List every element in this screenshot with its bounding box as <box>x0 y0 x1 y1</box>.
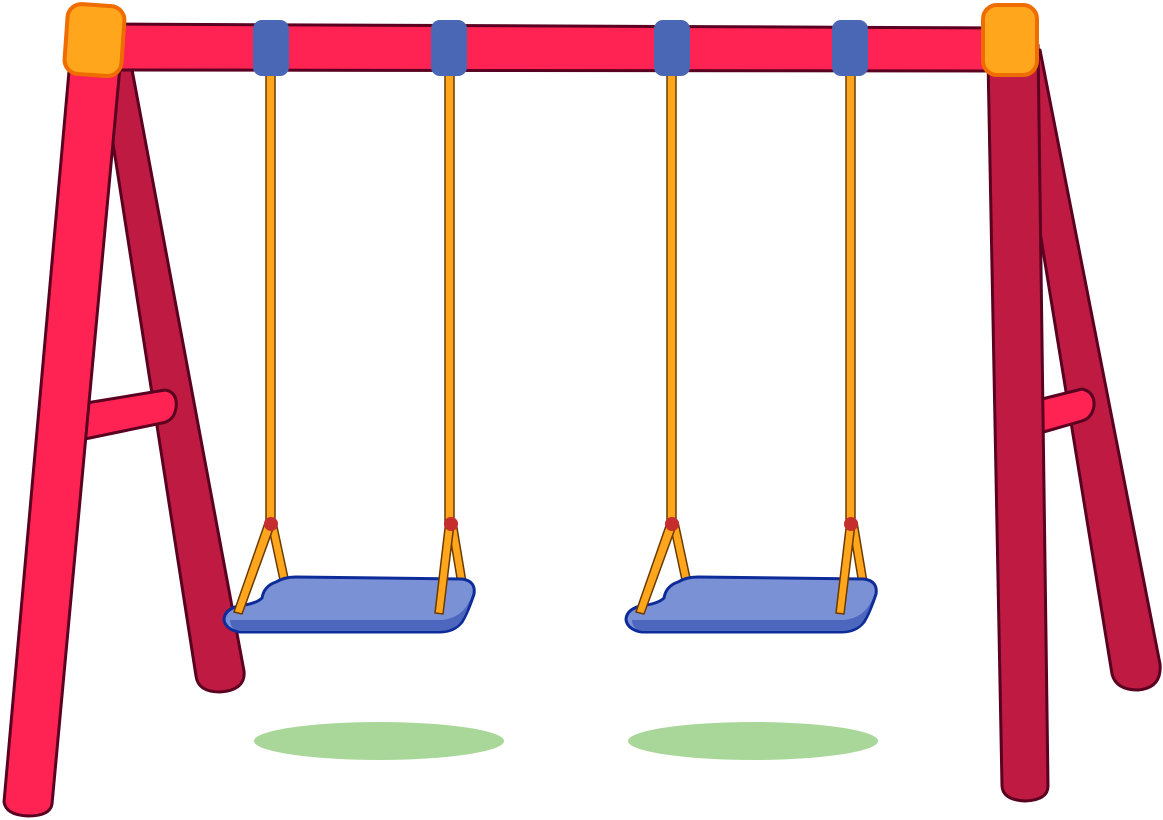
hanger-clamp-1 <box>253 20 289 76</box>
right-swing <box>624 517 878 634</box>
left-swing-knot-1 <box>264 517 278 531</box>
ground-shadow-left <box>254 722 504 760</box>
hanger-clamp-3 <box>654 20 690 76</box>
left-swing-knot-2 <box>444 517 458 531</box>
right-cross-brace <box>1036 387 1096 435</box>
hanger-clamp-4 <box>832 20 868 76</box>
hanger-clamp-2 <box>431 20 467 76</box>
left-cross-brace <box>78 388 178 442</box>
ground-shadow-right <box>628 722 878 760</box>
rope-4 <box>845 49 856 527</box>
right-swing-knot-2 <box>844 517 858 531</box>
top-beam <box>93 22 1012 73</box>
left-front-leg <box>2 43 124 818</box>
left-swing-seat-edge <box>230 600 470 631</box>
left-back-leg <box>98 46 246 694</box>
rope-2 <box>444 49 455 527</box>
rope-1 <box>265 49 276 527</box>
right-swing-knot-1 <box>665 517 679 531</box>
right-swing-seat-edge <box>632 600 872 631</box>
left-swing <box>222 517 476 634</box>
right-back-leg <box>1010 46 1162 692</box>
rope-3 <box>666 49 677 527</box>
right-front-leg <box>986 43 1050 803</box>
right-corner-cap <box>981 3 1039 77</box>
ropes <box>265 49 856 527</box>
left-swing-seat <box>222 575 476 634</box>
hanger-clamps <box>253 20 868 76</box>
right-swing-seat <box>624 575 878 634</box>
left-corner-cap <box>62 2 127 78</box>
